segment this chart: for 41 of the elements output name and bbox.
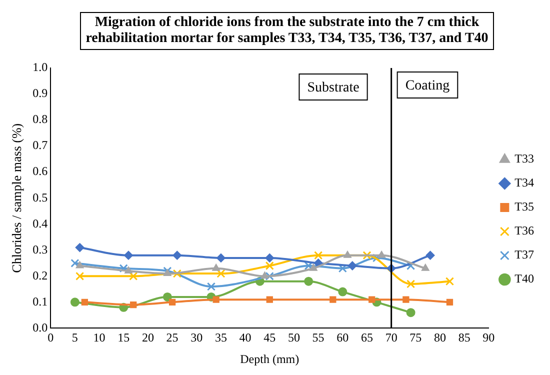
- x-tick-label: 60: [336, 330, 349, 345]
- x-tick-label: 10: [93, 330, 106, 345]
- x-tick-label: 45: [264, 330, 276, 345]
- legend-label: T35: [514, 200, 534, 214]
- y-tick-label: 1.0: [32, 60, 48, 74]
- legend-label: T34: [514, 176, 534, 190]
- x-tick-label: 30: [190, 330, 203, 345]
- x-axis-title: Depth (mm): [240, 352, 300, 366]
- legend-label: T36: [514, 224, 534, 238]
- x-tick-label: 15: [118, 330, 130, 345]
- x-tick-label: 20: [142, 330, 154, 345]
- legend-label: T37: [514, 248, 534, 262]
- x-tick-label: 0: [48, 330, 54, 345]
- x-tick-label: 35: [214, 330, 227, 345]
- y-tick-label: 0.2: [32, 268, 48, 282]
- x-tick-label: 75: [410, 330, 422, 345]
- legend-label: T40: [514, 272, 534, 286]
- y-tick-label: 0.8: [32, 112, 48, 126]
- annotation: Coating: [405, 78, 450, 94]
- y-tick-label: 0.1: [32, 294, 48, 308]
- x-tick-label: 65: [360, 330, 373, 345]
- x-tick-label: 25: [166, 330, 178, 345]
- x-tick-label: 5: [72, 330, 78, 345]
- y-tick-label: 0.9: [32, 86, 48, 100]
- y-tick-label: 0.0: [32, 320, 48, 334]
- x-tick-label: 55: [312, 330, 324, 345]
- x-tick-label: 50: [288, 330, 300, 345]
- y-axis-title: Chlorides / sample mass (%): [9, 123, 24, 273]
- y-tick-label: 0.3: [32, 242, 48, 256]
- x-tick-label: 80: [434, 330, 446, 345]
- y-tick-label: 0.6: [32, 164, 48, 178]
- x-tick-label: 85: [458, 330, 470, 345]
- y-tick-label: 0.5: [32, 190, 48, 204]
- legend-label: T33: [514, 152, 534, 166]
- annotation: Substrate: [307, 80, 360, 96]
- x-tick-label: 90: [482, 330, 495, 345]
- y-tick-label: 0.7: [32, 138, 48, 152]
- chart-title: Migration of chloride ions from the substrate into the 7 cm thick rehabilitation mortar for samples T33, T34, T35, T36, T37, and T40: [80, 12, 494, 50]
- x-tick-label: 40: [239, 330, 252, 345]
- y-tick-label: 0.4: [32, 216, 48, 230]
- x-tick-label: 70: [385, 330, 398, 345]
